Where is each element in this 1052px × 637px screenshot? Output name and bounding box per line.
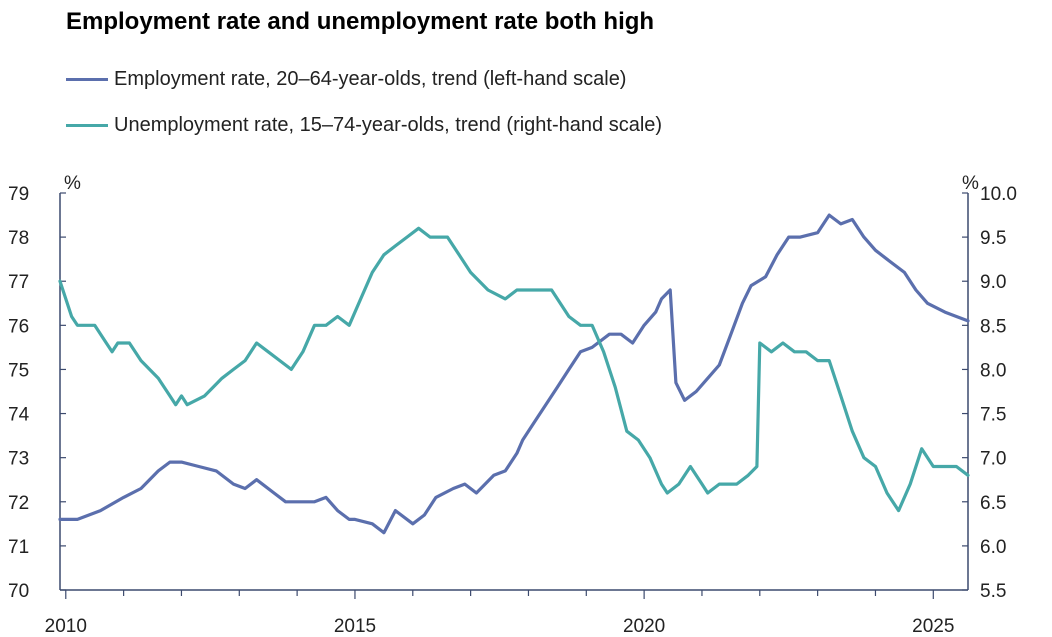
legend-swatch-unemployment <box>66 123 108 127</box>
right-axis-unit: % <box>962 173 979 194</box>
right-tick-label: 8.0 <box>980 360 1006 381</box>
left-tick-label: 72 <box>8 493 29 514</box>
x-tick-label: 2020 <box>623 616 665 637</box>
x-tick-label: 2025 <box>912 616 954 637</box>
right-tick-label: 10.0 <box>980 184 1017 205</box>
left-tick-label: 79 <box>8 184 29 205</box>
right-tick-label: 9.0 <box>980 272 1006 293</box>
series-line-unemployment <box>58 226 970 513</box>
left-tick-label: 76 <box>8 316 29 337</box>
left-tick-label: 75 <box>8 360 29 381</box>
left-tick-label: 70 <box>8 581 29 602</box>
left-tick-label: 77 <box>8 272 29 293</box>
chart-title: Employment rate and unemployment rate bo… <box>66 8 655 35</box>
series-line-employment <box>58 213 970 535</box>
left-tick-label: 78 <box>8 228 29 249</box>
right-tick-label: 7.5 <box>980 405 1006 426</box>
legend-item-unemployment: Unemployment rate, 15–74-year-olds, tren… <box>66 110 662 140</box>
left-tick-label: 71 <box>8 537 29 558</box>
left-tick-label: 73 <box>8 449 29 470</box>
x-tick-label: 2015 <box>334 616 376 637</box>
x-tick-label: 2010 <box>45 616 87 637</box>
right-tick-label: 8.5 <box>980 316 1006 337</box>
left-axis-unit: % <box>64 173 81 194</box>
right-tick-label: 7.0 <box>980 449 1006 470</box>
left-tick-label: 74 <box>8 405 30 426</box>
legend-item-employment: Employment rate, 20–64-year-olds, trend … <box>66 64 626 94</box>
legend-swatch-employment <box>66 77 108 81</box>
right-tick-label: 9.5 <box>980 228 1006 249</box>
right-tick-label: 6.0 <box>980 537 1006 558</box>
right-tick-label: 5.5 <box>980 581 1006 602</box>
right-tick-label: 6.5 <box>980 493 1006 514</box>
legend-label-employment: Employment rate, 20–64-year-olds, trend … <box>114 67 627 90</box>
legend-label-unemployment: Unemployment rate, 15–74-year-olds, tren… <box>114 113 663 136</box>
